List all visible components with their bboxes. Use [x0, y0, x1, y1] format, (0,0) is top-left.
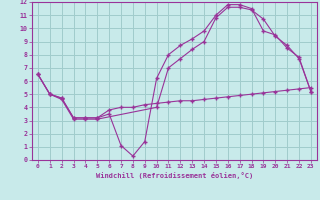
X-axis label: Windchill (Refroidissement éolien,°C): Windchill (Refroidissement éolien,°C) — [96, 172, 253, 179]
